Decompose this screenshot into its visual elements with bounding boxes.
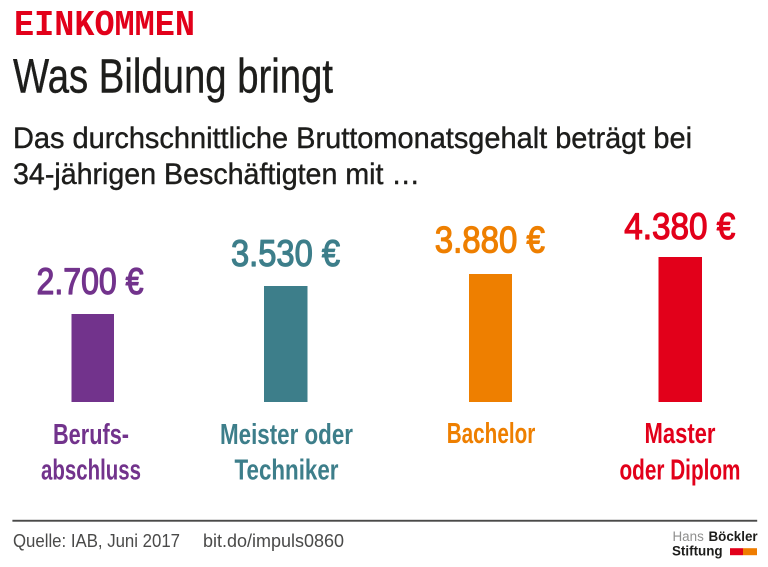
svg-text:Was Bildung bringt: Was Bildung bringt — [13, 50, 333, 103]
svg-text:Böckler: Böckler — [709, 529, 759, 544]
svg-text:Stiftung: Stiftung — [672, 544, 723, 559]
svg-text:34-jährigen Beschäftigten mit: 34-jährigen Beschäftigten mit … — [13, 158, 420, 191]
svg-text:oder Diplom: oder Diplom — [620, 455, 741, 487]
svg-text:abschluss: abschluss — [41, 454, 141, 486]
svg-text:bit.do/impuls0860: bit.do/impuls0860 — [203, 530, 344, 551]
svg-text:3.880 €: 3.880 € — [435, 219, 545, 261]
svg-text:Berufs-: Berufs- — [53, 419, 129, 451]
svg-text:Master: Master — [645, 418, 716, 450]
svg-text:Hans: Hans — [673, 529, 705, 544]
svg-text:Techniker: Techniker — [235, 454, 339, 486]
svg-text:Bachelor: Bachelor — [447, 418, 536, 450]
svg-text:Meister oder: Meister oder — [220, 419, 353, 451]
svg-text:4.380 €: 4.380 € — [624, 205, 735, 247]
svg-text:Das durchschnittliche Bruttomo: Das durchschnittliche Bruttomonatsgehalt… — [13, 122, 692, 155]
svg-text:3.530 €: 3.530 € — [231, 232, 340, 274]
svg-text:EINKOMMEN: EINKOMMEN — [14, 6, 195, 47]
svg-text:Quelle: IAB, Juni 2017: Quelle: IAB, Juni 2017 — [13, 530, 180, 551]
svg-text:2.700 €: 2.700 € — [37, 260, 144, 302]
